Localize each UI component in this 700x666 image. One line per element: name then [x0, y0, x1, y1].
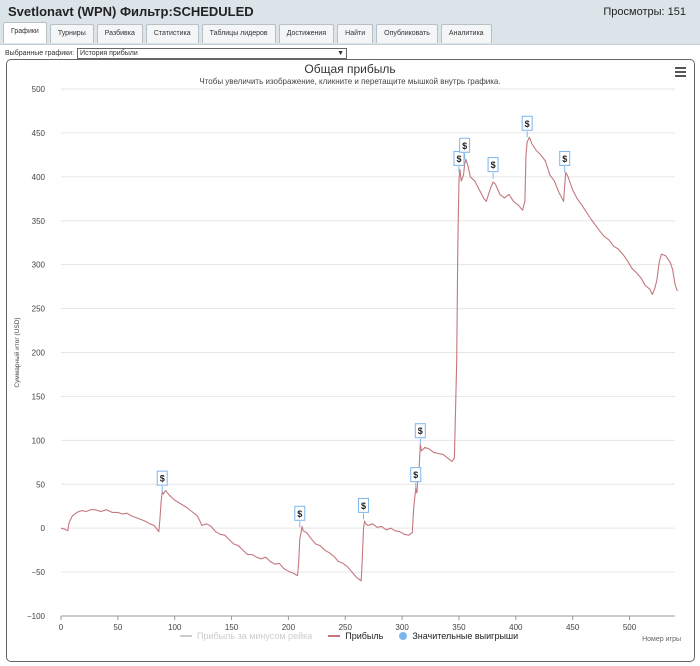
legend-label: Прибыль	[345, 631, 384, 641]
y-tick-label: −50	[31, 568, 45, 577]
big-win-marker	[294, 505, 306, 521]
legend-line-icon	[180, 635, 192, 637]
profit-series-line	[60, 136, 678, 582]
x-axis-label: Номер игры	[642, 636, 681, 643]
big-win-marker-label: $	[525, 119, 530, 129]
big-win-marker-label: $	[413, 470, 418, 480]
y-tick-label: 350	[32, 217, 46, 226]
y-axis-label: Суммарный итог (USD)	[13, 317, 21, 387]
big-win-marker	[410, 467, 422, 483]
y-tick-label: 500	[32, 85, 46, 94]
big-win-marker	[487, 157, 499, 173]
x-tick-label: 400	[509, 623, 523, 632]
tab-find[interactable]: Найти	[337, 24, 374, 43]
x-tick-label: 50	[113, 623, 122, 632]
y-tick-label: 250	[32, 305, 46, 314]
views-counter: Просмотры: 151	[603, 6, 686, 18]
legend-dot-icon	[399, 632, 408, 640]
y-tick-label: 200	[32, 349, 46, 358]
big-win-marker	[521, 115, 533, 131]
tab-analytics[interactable]: Аналитика	[440, 24, 492, 43]
tab-publish[interactable]: Опубликовать	[376, 24, 438, 43]
page-title: Svetlonavt (WPN) Фильтр:SCHEDULED	[8, 4, 254, 19]
chart-legend: Прибыль за минусом рейка Прибыль Значите…	[180, 629, 518, 643]
tab-bar: Графики Турниры Разбивка Статистика Табл…	[3, 22, 492, 44]
y-tick-label: 150	[32, 392, 46, 401]
big-win-marker	[156, 470, 168, 486]
chart-select[interactable]: История прибыли ▼	[77, 47, 348, 59]
legend-item-big-wins[interactable]: Значительные выигрыши	[399, 631, 518, 641]
x-tick-label: 150	[225, 623, 239, 632]
tab-charts[interactable]: Графики	[3, 22, 47, 43]
x-tick-label: 350	[452, 623, 466, 632]
big-win-marker-label: $	[361, 501, 366, 511]
big-win-marker-label: $	[562, 154, 567, 164]
chart-selector-label: Выбранные графики:	[5, 49, 75, 57]
y-tick-label: 400	[32, 173, 46, 182]
x-tick-label: 200	[282, 623, 296, 632]
chevron-down-icon: ▼	[337, 49, 345, 57]
big-win-marker-label: $	[491, 160, 496, 170]
chart-select-value: История прибыли	[80, 49, 138, 57]
chart-subtitle: Чтобы увеличить изображение, кликните и …	[199, 77, 501, 86]
y-tick-label: 450	[32, 129, 46, 138]
top-header: Svetlonavt (WPN) Фильтр:SCHEDULED Просмо…	[0, 0, 700, 45]
y-tick-label: 50	[36, 480, 45, 489]
x-tick-label: 450	[566, 623, 580, 632]
big-win-marker-label: $	[418, 426, 423, 436]
y-tick-label: 100	[32, 436, 46, 445]
legend-item-rake-profit[interactable]: Прибыль за минусом рейка	[180, 631, 312, 641]
x-tick-label: 100	[168, 623, 182, 632]
tab-leaderboards[interactable]: Таблицы лидеров	[201, 24, 276, 43]
big-win-marker-label: $	[160, 474, 165, 484]
legend-item-profit[interactable]: Прибыль	[328, 631, 383, 641]
y-tick-label: −100	[27, 612, 46, 621]
x-tick-label: 0	[59, 623, 64, 632]
big-win-marker	[357, 497, 369, 513]
big-win-marker-label: $	[297, 509, 302, 519]
x-tick-label: 500	[623, 623, 637, 632]
legend-label: Прибыль за минусом рейка	[197, 631, 313, 641]
x-tick-label: 300	[395, 623, 409, 632]
big-win-marker-label: $	[462, 141, 467, 151]
big-win-marker-label: $	[456, 154, 461, 164]
chart-title: Общая прибыль	[304, 62, 396, 76]
big-win-marker	[459, 137, 471, 153]
chart-selector-row: Выбранные графики: История прибыли ▼	[5, 47, 348, 59]
tab-statistics[interactable]: Статистика	[145, 24, 199, 43]
x-tick-label: 250	[339, 623, 353, 632]
y-tick-label: 0	[41, 524, 46, 533]
tab-tournaments[interactable]: Турниры	[49, 24, 94, 43]
y-tick-label: 300	[32, 261, 46, 270]
big-win-marker	[559, 150, 571, 166]
legend-line-icon	[328, 635, 341, 637]
tab-breakdown[interactable]: Разбивка	[96, 24, 143, 43]
big-win-marker	[453, 150, 465, 166]
tab-achievements[interactable]: Достижения	[278, 24, 335, 43]
chart-container[interactable]	[6, 59, 695, 662]
hamburger-menu-icon[interactable]	[675, 67, 686, 77]
legend-label: Значительные выигрыши	[412, 631, 519, 641]
big-win-marker	[414, 423, 426, 439]
